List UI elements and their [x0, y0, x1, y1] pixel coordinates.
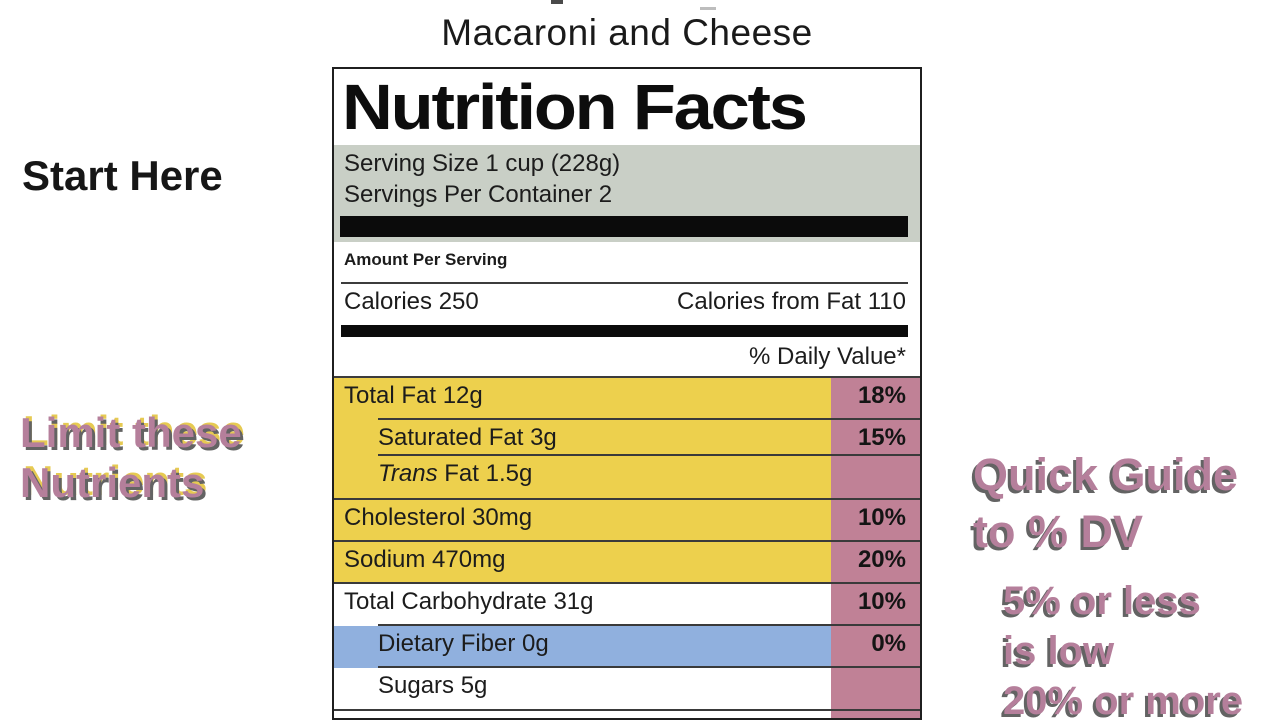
annotation-dv-guide-line3: 20% or more: [1003, 679, 1244, 720]
annotation-quick-line1: Quick Guide: [973, 449, 1239, 500]
cropped-text-fragment: [700, 7, 716, 10]
row-separator-line: [334, 498, 920, 500]
nutrient-pct: 18%: [831, 378, 920, 420]
separator-bar-medium: [341, 325, 908, 337]
nutrient-pct: 20%: [831, 542, 920, 584]
nutrient-italic: Trans: [378, 460, 438, 487]
nutrient-row: Total Carbohydrate 31g 10%: [334, 584, 920, 626]
annotation-start-here: Start Here: [22, 152, 223, 199]
calories-row: Calories 250 Calories from Fat 110: [344, 288, 906, 316]
separator-hairline: [341, 282, 908, 284]
nutrient-name: Total Fat 12g: [344, 382, 483, 409]
annotation-quick-line2: to % DV: [973, 506, 1144, 557]
separator-hairline: [334, 376, 920, 378]
nutrient-row: Trans Fat 1.5g: [334, 456, 920, 500]
nutrient-pct: [831, 668, 920, 711]
serving-info-band: Serving Size 1 cup (228g) Servings Per C…: [334, 145, 920, 242]
daily-value-header: % Daily Value*: [749, 343, 906, 370]
annotation-limit-nutrients: Limit these Nutrients: [20, 408, 242, 508]
nutrient-rows: Total Fat 12g 18% Saturated Fat 3g 15% T…: [334, 378, 920, 711]
nutrient-pct: 0%: [831, 626, 920, 668]
nutrient-row: Total Fat 12g 18%: [334, 378, 920, 420]
annotation-limit-line1: Limit these: [20, 409, 242, 456]
nutrient-pct: 10%: [831, 500, 920, 542]
annotation-limit-line2: Nutrients: [20, 459, 205, 506]
amount-per-serving: Amount Per Serving: [344, 250, 508, 269]
row-separator-line: [334, 709, 920, 711]
nutrient-pct: 10%: [831, 584, 920, 626]
cropped-text-fragment: [551, 0, 563, 4]
row-separator-line: [378, 454, 920, 456]
nutrient-name: Dietary Fiber 0g: [378, 630, 549, 657]
annotation-dv-guide-line2: is low: [1003, 629, 1115, 673]
nutrient-row: Cholesterol 30mg 10%: [334, 500, 920, 542]
nutrient-row: Dietary Fiber 0g 0%: [334, 626, 920, 668]
calories-value: Calories 250: [344, 288, 479, 315]
nutrient-row: Sugars 5g: [334, 668, 920, 711]
nutrient-row: Sodium 470mg 20%: [334, 542, 920, 584]
nutrient-name: Total Carbohydrate 31g: [344, 588, 594, 615]
dv-column-continuation: [831, 711, 920, 718]
annotation-dv-guide: 5% or less is low 20% or more: [1003, 576, 1243, 720]
nutrient-name: Sodium 470mg: [344, 546, 506, 573]
servings-per-container: Servings Per Container 2: [344, 181, 613, 208]
annotation-quick-guide: Quick Guide to % DV: [973, 446, 1238, 560]
row-separator-line: [334, 540, 920, 542]
label-title: Nutrition Facts: [342, 71, 808, 143]
annotation-dv-guide-line1: 5% or less: [1003, 579, 1201, 623]
nutrition-facts-label: Nutrition Facts Serving Size 1 cup (228g…: [332, 67, 922, 720]
page-title: Macaroni and Cheese: [441, 12, 813, 53]
row-separator-line: [378, 666, 920, 668]
nutrient-pct: 15%: [831, 420, 920, 456]
label-bottom-filler: [334, 711, 920, 718]
nutrient-pct: [831, 456, 920, 500]
nutrient-row: Saturated Fat 3g 15%: [334, 420, 920, 456]
nutrient-name: Sugars 5g: [378, 672, 488, 699]
nutrient-name: Cholesterol 30mg: [344, 504, 533, 531]
nutrient-name: Fat 1.5g: [437, 460, 533, 487]
row-separator-line: [378, 624, 920, 626]
serving-size: Serving Size 1 cup (228g): [344, 150, 621, 177]
calories-from-fat-value: Calories from Fat 110: [677, 288, 906, 315]
nutrient-name: Saturated Fat 3g: [378, 424, 557, 451]
row-separator-line: [334, 582, 920, 584]
separator-bar-thick: [340, 216, 908, 237]
row-separator-line: [378, 418, 920, 420]
